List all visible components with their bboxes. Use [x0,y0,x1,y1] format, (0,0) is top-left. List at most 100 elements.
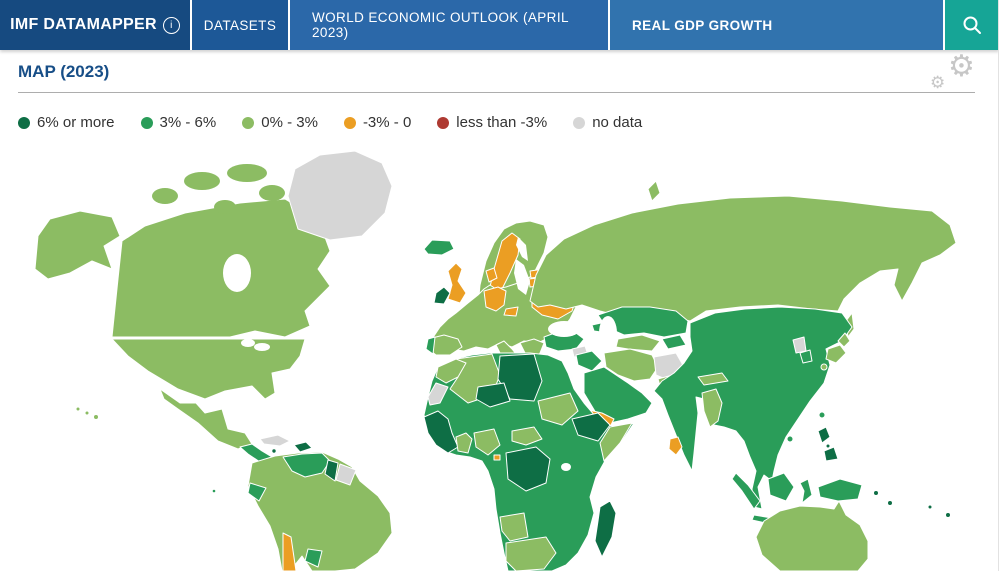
world-map[interactable] [0,141,998,571]
legend-item-less-than-neg3[interactable]: less than -3% [437,114,547,131]
tab-datasets-label: DATASETS [203,17,277,33]
map-region[interactable] [927,504,933,510]
map-region[interactable] [447,262,467,304]
info-icon[interactable]: i [162,16,180,34]
legend-item-neg3-0[interactable]: -3% - 0 [343,114,411,131]
map-region[interactable] [503,306,519,317]
map-region[interactable] [287,150,393,241]
map-region[interactable] [214,200,236,214]
map-region[interactable] [792,336,807,354]
map-region[interactable] [661,334,687,350]
brand-home-link[interactable]: IMF DATAMAPPER i [0,0,190,50]
map-region[interactable] [575,350,603,372]
map-region[interactable] [324,459,339,482]
map-region[interactable] [505,446,551,492]
map-region[interactable] [433,286,451,305]
map-region[interactable] [799,349,813,364]
map-region[interactable] [493,454,501,461]
map-region[interactable] [825,443,831,449]
map-region[interactable] [945,512,951,518]
map-region[interactable] [282,532,297,571]
tab-real-gdp-growth[interactable]: REAL GDP GROWTH [608,0,943,50]
map-region[interactable] [599,422,633,462]
map-region[interactable] [425,336,436,355]
map-region[interactable] [259,434,291,447]
map-region[interactable] [505,536,557,571]
map-region[interactable] [837,332,851,348]
map-region[interactable] [653,306,853,510]
map-region[interactable] [259,185,285,201]
map-region[interactable] [701,388,723,428]
tab-weo-label: WORLD ECONOMIC OUTLOOK (APRIL 2023) [312,10,569,40]
map-region[interactable] [583,366,653,424]
map-region[interactable] [817,478,863,502]
map-region[interactable] [511,426,543,446]
map-region[interactable] [499,512,529,542]
map-region[interactable] [483,286,507,312]
map-region[interactable] [485,267,498,283]
map-region[interactable] [603,348,659,382]
map-region[interactable] [755,500,869,571]
map-region[interactable] [817,426,831,444]
map-region[interactable] [111,338,306,400]
map-region[interactable] [529,195,957,322]
map-region[interactable] [668,436,683,456]
map-region[interactable] [786,435,794,443]
black-sea [548,321,580,337]
legend-swatch [18,116,30,129]
map-region[interactable] [799,478,813,504]
search-button[interactable] [943,0,998,50]
tab-world-economic-outlook[interactable]: WORLD ECONOMIC OUTLOOK (APRIL 2023) [288,0,608,50]
map-region[interactable] [475,382,511,408]
legend-item-6-or-more[interactable]: 6% or more [18,114,115,131]
legend-label: no data [592,114,643,131]
great-lakes [241,339,255,347]
map-region[interactable] [873,490,879,496]
legend-item-no-data[interactable]: no data [573,114,642,131]
map-region[interactable] [84,410,90,416]
map-region[interactable] [473,428,501,456]
map-region[interactable] [111,198,331,338]
map-region[interactable] [615,334,661,352]
header-divider [18,92,975,93]
map-region[interactable] [184,172,220,190]
map-region[interactable] [597,306,689,338]
map-region[interactable] [423,239,455,256]
map-region[interactable] [594,500,617,558]
map-region[interactable] [823,446,839,462]
map-region[interactable] [647,180,661,202]
map-region[interactable] [93,414,99,420]
legend-swatch [573,116,586,129]
map-region[interactable] [159,388,253,450]
map-region[interactable] [304,548,323,568]
map-region[interactable] [731,472,761,510]
map-region[interactable] [34,210,121,280]
map-region[interactable] [455,432,473,454]
map-region[interactable] [818,411,826,419]
map-region[interactable] [820,363,828,371]
map-region[interactable] [427,382,449,406]
map-region[interactable] [537,392,579,426]
legend-item-3-6[interactable]: 3% - 6% [140,114,216,131]
map-region[interactable] [497,353,543,402]
map-region[interactable] [293,441,313,453]
map-region[interactable] [571,412,611,442]
legend-label: 6% or more [37,114,115,131]
map-settings-button[interactable]: ⚙ ⚙ [928,52,980,96]
map-region[interactable] [335,463,357,486]
legend-item-0-3[interactable]: 0% - 3% [242,114,318,131]
map-region[interactable] [435,358,467,384]
map-region[interactable] [247,482,267,502]
map-region[interactable] [227,164,267,182]
search-icon [963,16,981,34]
map-region[interactable] [767,472,795,502]
map-region[interactable] [211,488,217,494]
map-region[interactable] [152,188,178,204]
map-region[interactable] [825,344,847,364]
map-region[interactable] [271,448,277,454]
tab-datasets[interactable]: DATASETS [190,0,288,50]
map-region[interactable] [697,372,729,386]
map-region[interactable] [887,500,893,506]
map-region[interactable] [75,406,81,412]
